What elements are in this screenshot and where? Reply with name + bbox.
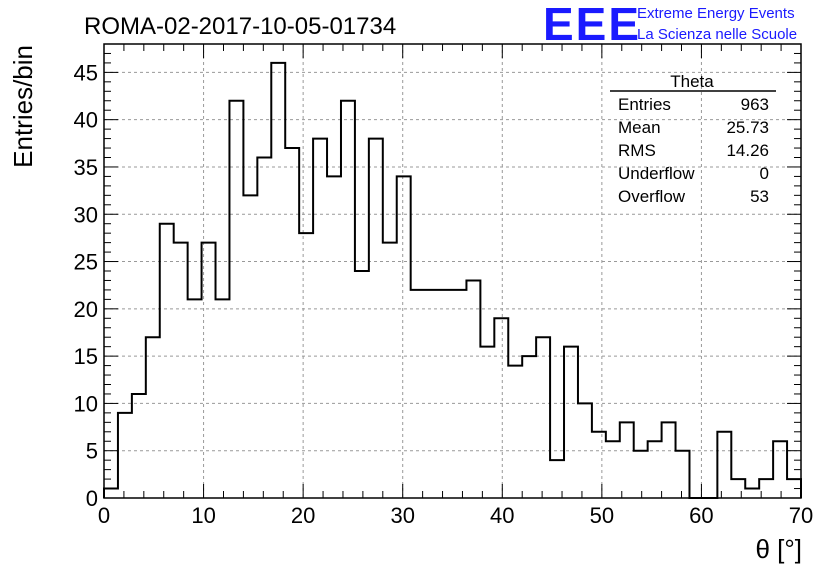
x-tick-label: 10 (191, 503, 215, 528)
grid (104, 44, 801, 498)
stats-value: 963 (741, 95, 769, 114)
stats-label: Underflow (618, 164, 695, 183)
y-tick-label: 35 (74, 155, 98, 180)
y-tick-label: 25 (74, 250, 98, 275)
stats-label: Mean (618, 118, 661, 137)
stats-label: Overflow (618, 187, 686, 206)
y-tick-labels: 0 5 10 15 20 25 30 35 40 45 (74, 60, 98, 511)
stats-title: Theta (670, 72, 714, 91)
eee-logo: EEE Extreme Energy Events La Scienza nel… (543, 0, 797, 50)
y-tick-label: 30 (74, 202, 98, 227)
x-tick-label: 60 (689, 503, 713, 528)
stats-value: 0 (760, 164, 769, 183)
y-tick-label: 15 (74, 344, 98, 369)
stats-value: 25.73 (726, 118, 769, 137)
stats-label: Entries (618, 95, 671, 114)
x-axis-label: θ [°] (755, 534, 802, 564)
y-axis-label: Entries/bin (8, 45, 38, 168)
axis-ticks (103, 43, 802, 499)
y-tick-label: 40 (74, 108, 98, 133)
stats-label: RMS (618, 141, 656, 160)
y-tick-label: 5 (86, 439, 98, 464)
y-tick-label: 45 (74, 60, 98, 85)
stats-value: 53 (750, 187, 769, 206)
x-tick-labels: 0 10 20 30 40 50 60 70 (98, 503, 813, 528)
x-tick-label: 0 (98, 503, 110, 528)
logo-line1: Extreme Energy Events (637, 5, 795, 22)
x-tick-label: 40 (490, 503, 514, 528)
logo-line2: La Scienza nelle Scuole (637, 26, 797, 43)
x-tick-label: 30 (390, 503, 414, 528)
stats-rows: Entries 963 Mean 25.73 RMS 14.26 Underflow 0 Ove… (618, 95, 769, 206)
x-tick-label: 20 (291, 503, 315, 528)
stats-value: 14.26 (726, 141, 769, 160)
stats-box: Theta Entries 963 Mean 25.73 RMS 14.26 Underfl… (610, 72, 776, 206)
y-tick-label: 0 (86, 486, 98, 511)
histogram-line (103, 61, 802, 499)
logo-mark: EEE (543, 0, 641, 50)
x-tick-label: 50 (590, 503, 614, 528)
y-tick-label: 20 (74, 297, 98, 322)
x-tick-label: 70 (789, 503, 813, 528)
chart-title: ROMA-02-2017-10-05-01734 (84, 13, 396, 40)
y-tick-label: 10 (74, 391, 98, 416)
